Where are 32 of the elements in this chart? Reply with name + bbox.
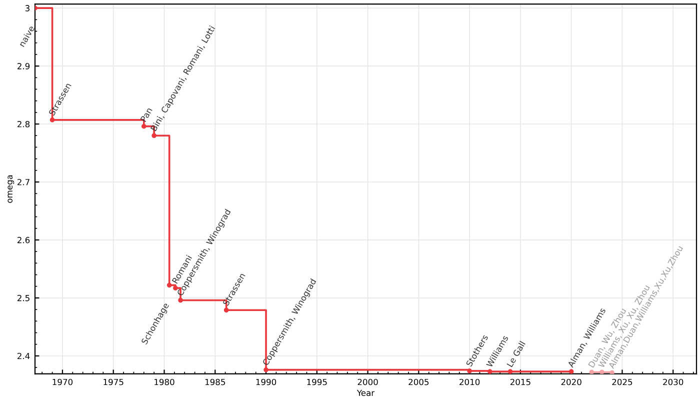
x-tick-label: 1990 [256, 378, 276, 386]
y-tick-label: 3 [25, 5, 30, 12]
point [141, 124, 146, 129]
x-tick-label: 2030 [663, 378, 684, 386]
x-tick-label: 1995 [307, 378, 327, 386]
point [173, 286, 178, 290]
x-tick-label: 2005 [408, 378, 429, 386]
x-tick-label: 1980 [154, 378, 174, 386]
point [487, 369, 492, 374]
y-tick-label: 2.6 [17, 236, 30, 244]
point [166, 282, 172, 288]
point [152, 133, 156, 138]
x-axis-title: Year [356, 390, 375, 396]
x-tick-label: 2020 [561, 378, 582, 386]
y-axis-title: omega [8, 175, 14, 203]
x-tick-label: 2000 [358, 378, 378, 386]
y-tick-label: 2.5 [17, 294, 30, 302]
y-tick-label: 2.9 [17, 63, 30, 70]
x-tick-label: 1985 [205, 378, 226, 386]
x-tick-label: 1970 [52, 378, 73, 386]
x-tick-label: 2025 [612, 378, 632, 386]
point [50, 118, 55, 122]
x-tick-label: 2015 [510, 378, 530, 386]
y-tick-label: 2.4 [17, 352, 30, 360]
point [224, 308, 229, 313]
y-tick-label: 2.7 [17, 178, 30, 186]
x-tick-label: 1975 [104, 378, 124, 386]
y-tick-label: 2.8 [17, 120, 30, 128]
point [264, 367, 268, 372]
point [178, 298, 183, 303]
x-tick-label: 2010 [460, 378, 480, 386]
annotation: Pan [140, 107, 152, 122]
